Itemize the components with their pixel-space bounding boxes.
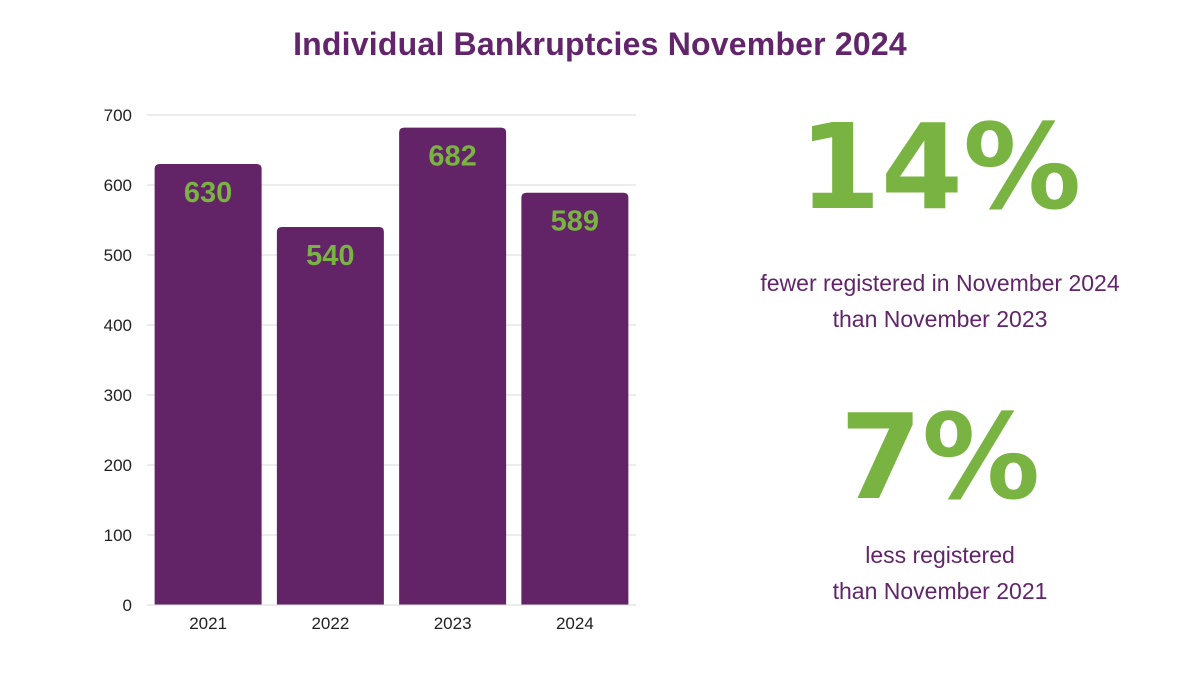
bar [399,127,507,605]
stat-percent-primary: 14% [798,98,1082,236]
stat-percent-secondary: 7% [839,388,1041,526]
bar [521,192,629,605]
stat-line: fewer registered in November 2024 [760,270,1120,296]
stat-description-primary: fewer registered in November 2024 than N… [700,265,1180,337]
stat-description-secondary: less registered than November 2021 [700,537,1180,609]
data-label: 589 [551,206,599,238]
stat-line: than November 2021 [832,578,1048,604]
y-tick-label: 100 [104,526,132,545]
bar [276,227,384,605]
y-tick-label: 200 [104,456,132,475]
chart-title: Individual Bankruptcies November 2024 [293,26,907,62]
y-tick-label: 600 [104,176,132,195]
y-tick-label: 300 [104,386,132,405]
y-tick-label: 700 [104,106,132,125]
x-tick-label: 2022 [311,614,349,633]
bar-chart: 0 100 200 300 400 500 600 700 630 2021 540 2022 682 2… [104,106,636,633]
data-label: 540 [306,240,354,272]
data-label: 682 [428,141,476,173]
y-tick-label: 400 [104,316,132,335]
x-tick-label: 2021 [189,614,227,633]
y-tick-label: 500 [104,246,132,265]
bar [154,164,262,605]
stat-line: less registered [865,542,1015,568]
stat-line: than November 2023 [832,306,1048,332]
x-tick-label: 2023 [434,614,472,633]
y-tick-label: 0 [123,596,132,615]
data-label: 630 [184,177,232,209]
x-tick-label: 2024 [556,614,594,633]
